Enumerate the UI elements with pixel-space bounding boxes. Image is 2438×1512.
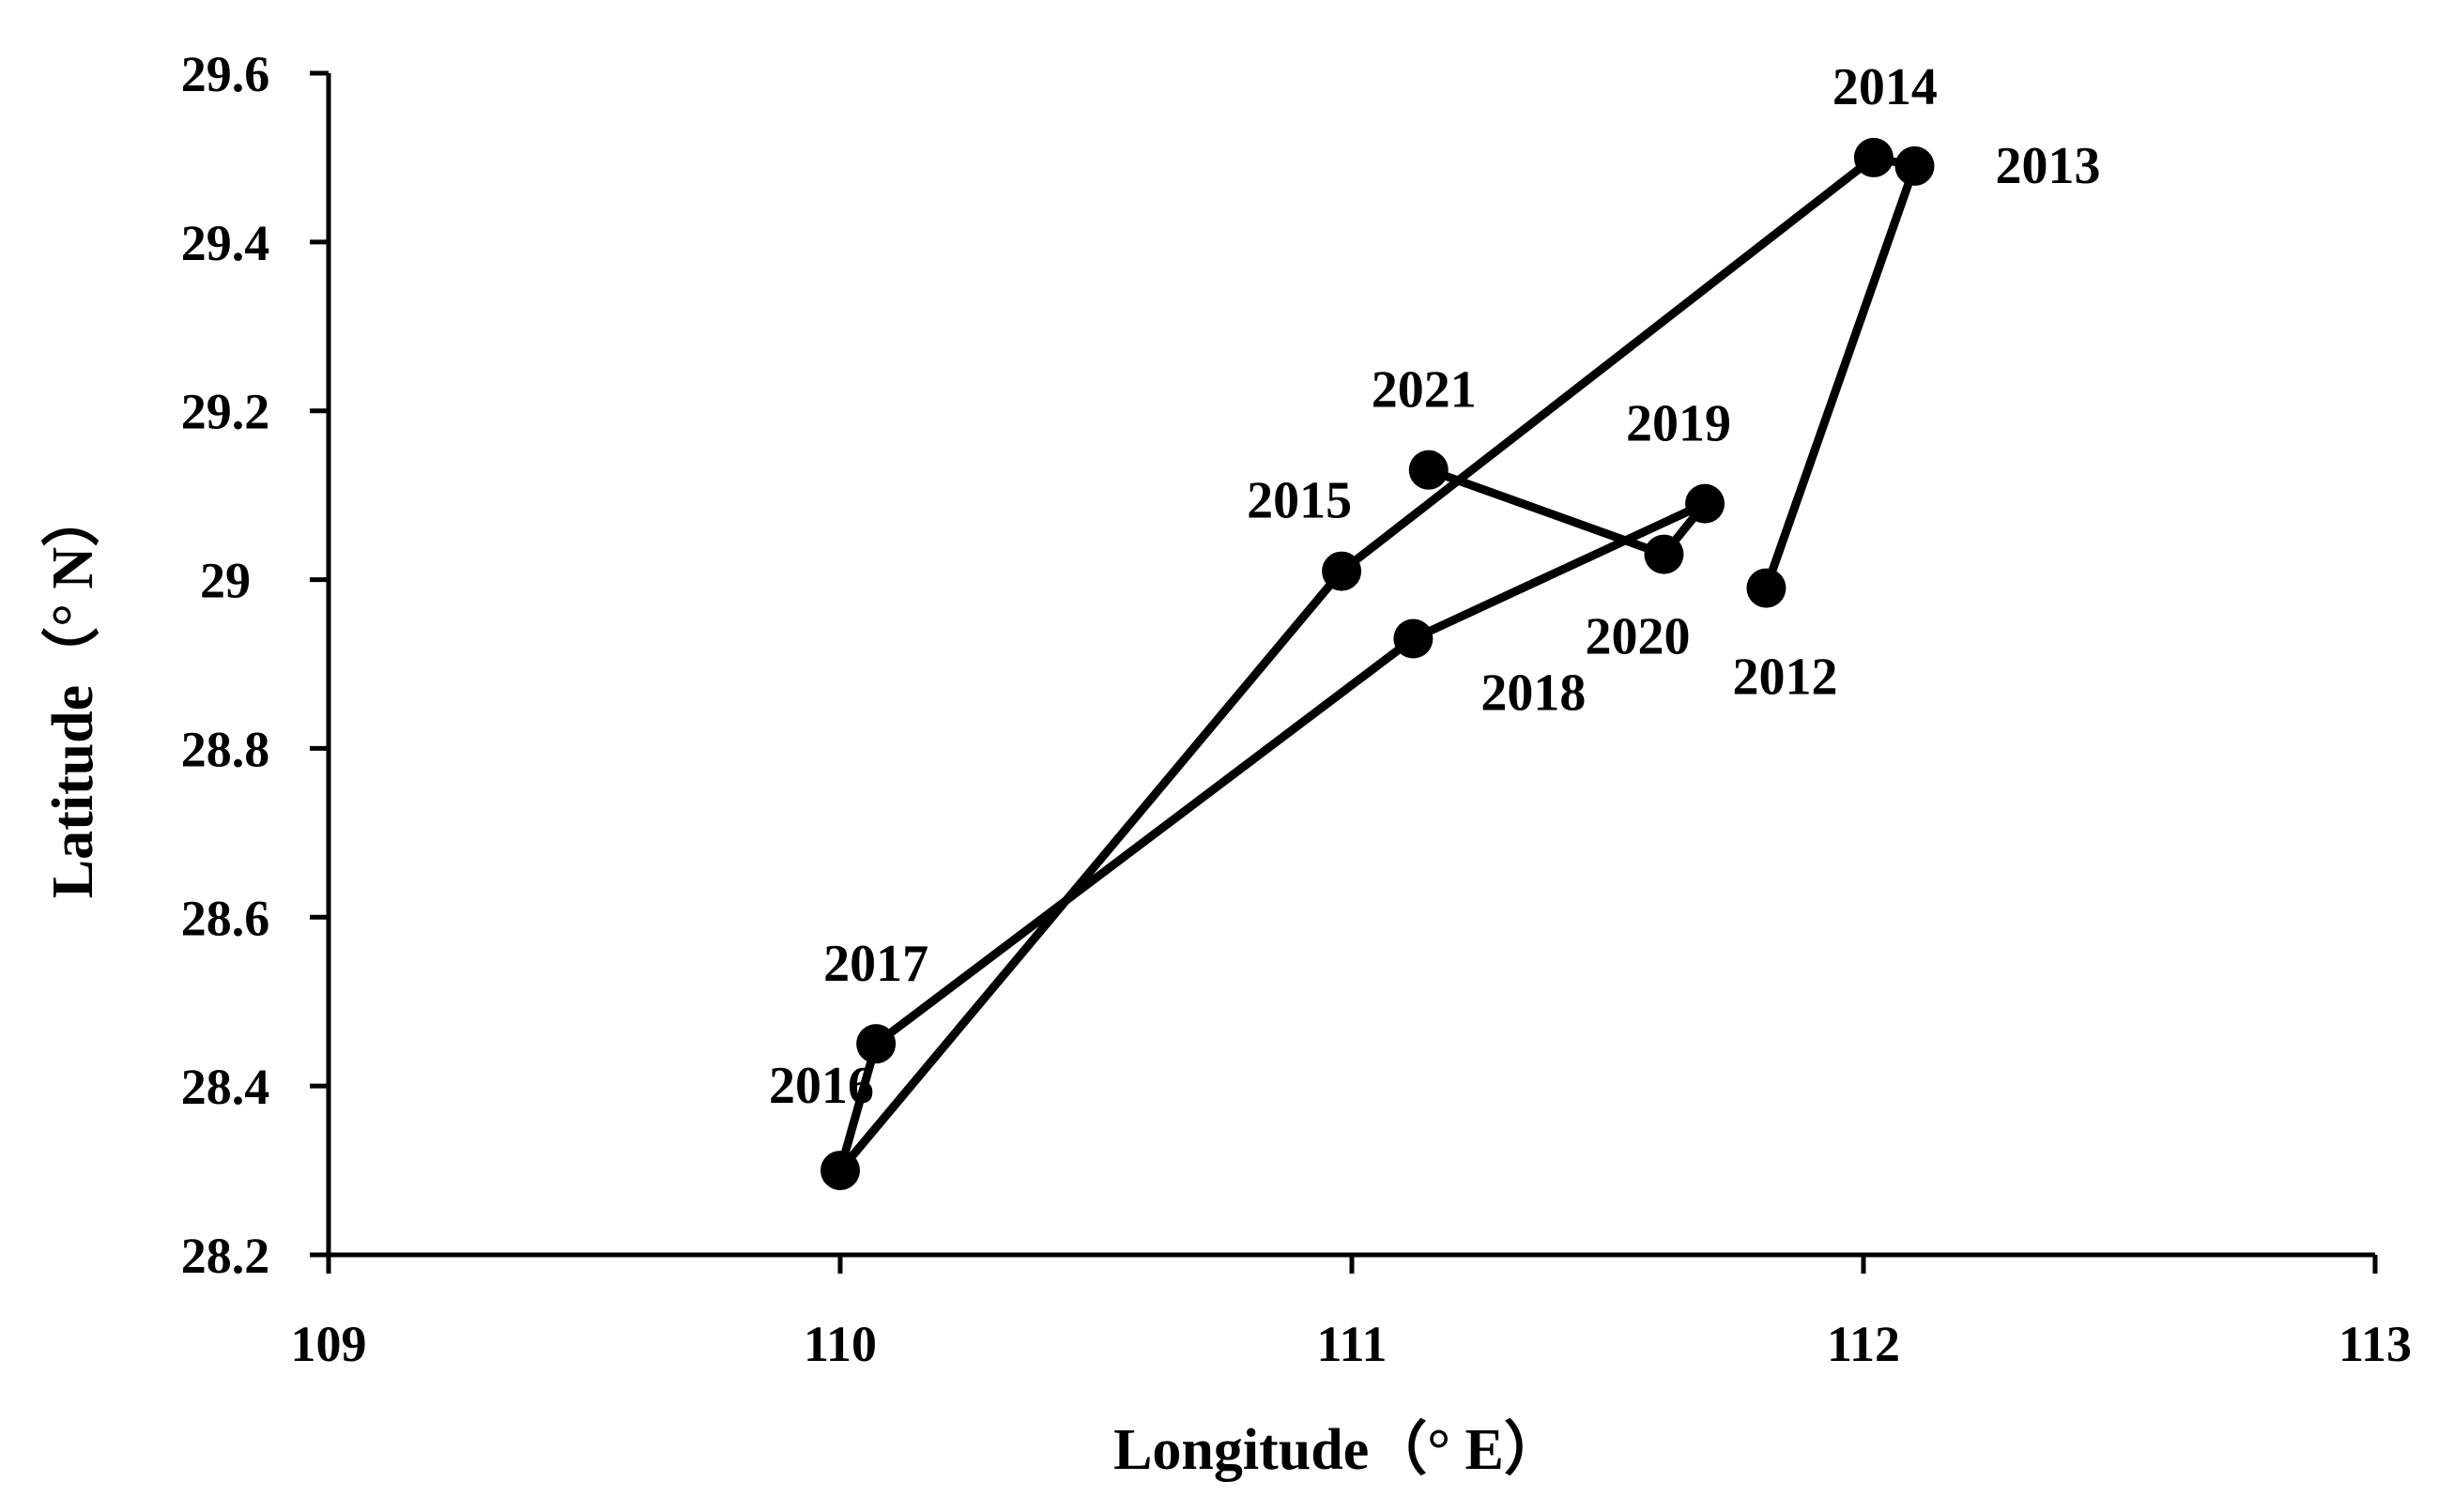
point-label-2014: 2014 — [1832, 58, 1938, 116]
x-tick-label: 112 — [1827, 1316, 1900, 1372]
point-labels: 2012 2013 2014 2015 2016 2017 2018 2019 2020 2021 — [769, 58, 2101, 1115]
trajectory-segment — [836, 567, 1346, 1175]
y-tick-label: 29.6 — [181, 46, 270, 102]
data-point-2021 — [1408, 450, 1449, 490]
data-point-2018 — [1393, 619, 1434, 659]
data-point-2012 — [1746, 568, 1786, 608]
point-label-2012: 2012 — [1732, 649, 1837, 707]
y-tick-label: 28.6 — [181, 890, 270, 946]
point-label-2020: 2020 — [1585, 608, 1690, 666]
trajectory-segment — [1408, 499, 1710, 644]
trajectory-segment — [1337, 153, 1878, 576]
point-label-2013: 2013 — [1996, 137, 2101, 195]
x-tick-label: 109 — [291, 1316, 367, 1372]
trajectory-segment — [1761, 161, 1919, 593]
trajectory-segment — [836, 1039, 881, 1175]
data-point-2016 — [820, 1151, 860, 1191]
axes: 28.2 28.4 28.6 28.8 29 29.2 29.4 29.6 109 110 111 1… — [181, 46, 2412, 1372]
trajectory-segment — [871, 634, 1418, 1048]
y-tick-label: 28.2 — [181, 1228, 270, 1284]
y-tick-label: 29.4 — [181, 215, 270, 271]
point-label-2021: 2021 — [1372, 361, 1477, 420]
point-label-2015: 2015 — [1247, 472, 1352, 530]
x-tick-label: 113 — [2338, 1316, 2412, 1372]
y-tick-label: 28.8 — [181, 721, 270, 777]
data-point-2017 — [856, 1024, 897, 1064]
x-axis-title: Longitude（° E） — [1113, 1416, 1562, 1482]
data-point-2015 — [1322, 551, 1362, 591]
x-tick-label: 111 — [1316, 1316, 1387, 1372]
y-tick-label: 29 — [200, 553, 251, 609]
y-tick-label: 28.4 — [181, 1059, 270, 1115]
data-point-2013 — [1894, 145, 1935, 186]
x-tick-label: 110 — [804, 1316, 877, 1372]
series-points — [820, 137, 1935, 1191]
point-label-2019: 2019 — [1626, 395, 1731, 453]
point-label-2017: 2017 — [823, 935, 928, 993]
trajectory-segment — [1424, 466, 1668, 559]
y-tick-label: 29.2 — [181, 384, 270, 440]
point-label-2018: 2018 — [1480, 664, 1586, 723]
y-axis-title: Latitude（° N） — [39, 489, 105, 898]
data-point-2019 — [1685, 483, 1725, 524]
data-point-2020 — [1644, 534, 1684, 574]
data-point-2014 — [1853, 137, 1894, 177]
point-label-2016: 2016 — [769, 1057, 874, 1115]
